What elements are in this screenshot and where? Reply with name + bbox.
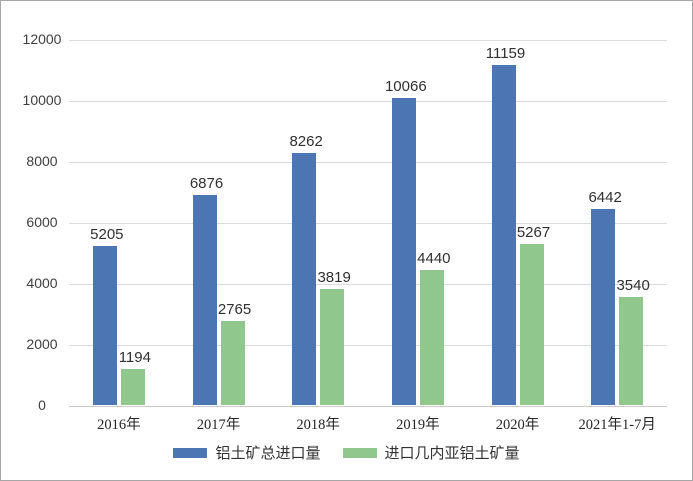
bar-guinea-2021年1-7月 [619, 297, 644, 405]
gridline-12000 [69, 40, 667, 41]
data-label-4440: 4440 [417, 249, 451, 267]
y-tick-label-8000: 8000 [26, 153, 58, 169]
x-tick-label-2019年: 2019年 [396, 417, 440, 433]
bar-guinea-2019年 [419, 269, 444, 405]
data-label-1194: 1194 [118, 348, 151, 366]
data-label-10066: 10066 [384, 78, 427, 95]
bar-guinea-2018年 [320, 288, 345, 405]
bar-guinea-2017年 [220, 320, 245, 405]
x-tick-label-2018年: 2018年 [296, 417, 340, 433]
data-label-5267: 5267 [516, 224, 551, 242]
data-label-6442: 6442 [588, 188, 622, 206]
bar-total-2019年 [391, 98, 416, 405]
y-tick-label-2000: 2000 [26, 336, 58, 352]
y-tick-label-0: 0 [38, 397, 46, 413]
data-label-3540: 3540 [616, 277, 650, 295]
gridline-2000 [69, 345, 667, 346]
bar-guinea-2016年 [120, 368, 145, 405]
gridline-10000 [69, 101, 667, 102]
data-label-8262: 8262 [289, 133, 323, 151]
data-label-2765: 2765 [217, 300, 252, 318]
y-tick-label-10000: 10000 [22, 92, 62, 108]
legend-item-guinea-imports: 进口几内亚铝土矿量 [342, 442, 520, 463]
x-tick-label-2021年1-7月: 2021年1-7月 [578, 417, 656, 433]
legend-swatch-green [342, 447, 377, 458]
legend-swatch-blue [173, 447, 208, 458]
data-label-5205: 5205 [90, 226, 124, 244]
gridline-4000 [69, 284, 667, 285]
x-tick-label-2017年: 2017年 [196, 417, 241, 433]
legend: 铝土矿总进口量 进口几内亚铝土矿量 [1, 442, 692, 463]
x-axis-line [69, 406, 667, 407]
legend-item-total-imports: 铝土矿总进口量 [173, 442, 321, 463]
legend-label-guinea-imports: 进口几内亚铝土矿量 [384, 446, 520, 462]
x-tick-label-2020年: 2020年 [495, 417, 540, 433]
bar-guinea-2020年 [519, 244, 544, 405]
bar-total-2020年 [491, 64, 516, 405]
bar-total-2018年 [292, 153, 317, 405]
data-label-6876: 6876 [189, 175, 224, 193]
data-label-11159: 11159 [485, 44, 526, 62]
x-tick-label-2016年: 2016年 [97, 417, 141, 433]
bar-total-2021年1-7月 [591, 208, 616, 405]
bar-total-2016年 [92, 246, 117, 405]
bar-total-2017年 [192, 195, 217, 405]
gridline-8000 [69, 162, 667, 163]
y-tick-label-6000: 6000 [26, 214, 58, 230]
legend-label-total-imports: 铝土矿总进口量 [215, 446, 321, 462]
data-label-3819: 3819 [317, 268, 351, 286]
y-tick-label-12000: 12000 [22, 31, 62, 47]
plot-area: 5205 1194 6876 2765 8262 3819 10066 4440 11159 52… [69, 40, 667, 407]
gridline-6000 [69, 223, 667, 224]
y-tick-label-4000: 4000 [26, 275, 58, 291]
